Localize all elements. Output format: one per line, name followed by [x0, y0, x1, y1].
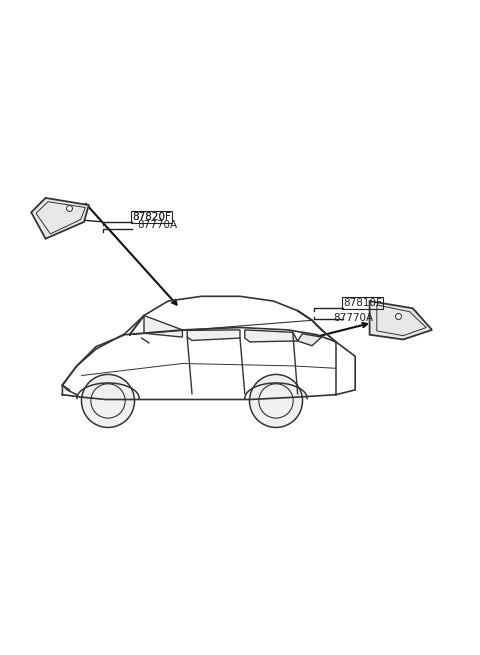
Polygon shape: [245, 330, 298, 342]
Text: 87810F: 87810F: [343, 298, 382, 309]
Text: 87820F: 87820F: [132, 212, 171, 222]
Polygon shape: [144, 316, 182, 337]
Polygon shape: [298, 334, 322, 346]
Polygon shape: [370, 301, 432, 339]
Circle shape: [250, 375, 302, 428]
Polygon shape: [31, 198, 89, 238]
Text: 87820F: 87820F: [132, 212, 171, 222]
Polygon shape: [187, 330, 240, 341]
Circle shape: [82, 375, 134, 428]
Text: 87770A: 87770A: [137, 220, 177, 230]
Text: 87770A: 87770A: [334, 312, 374, 323]
